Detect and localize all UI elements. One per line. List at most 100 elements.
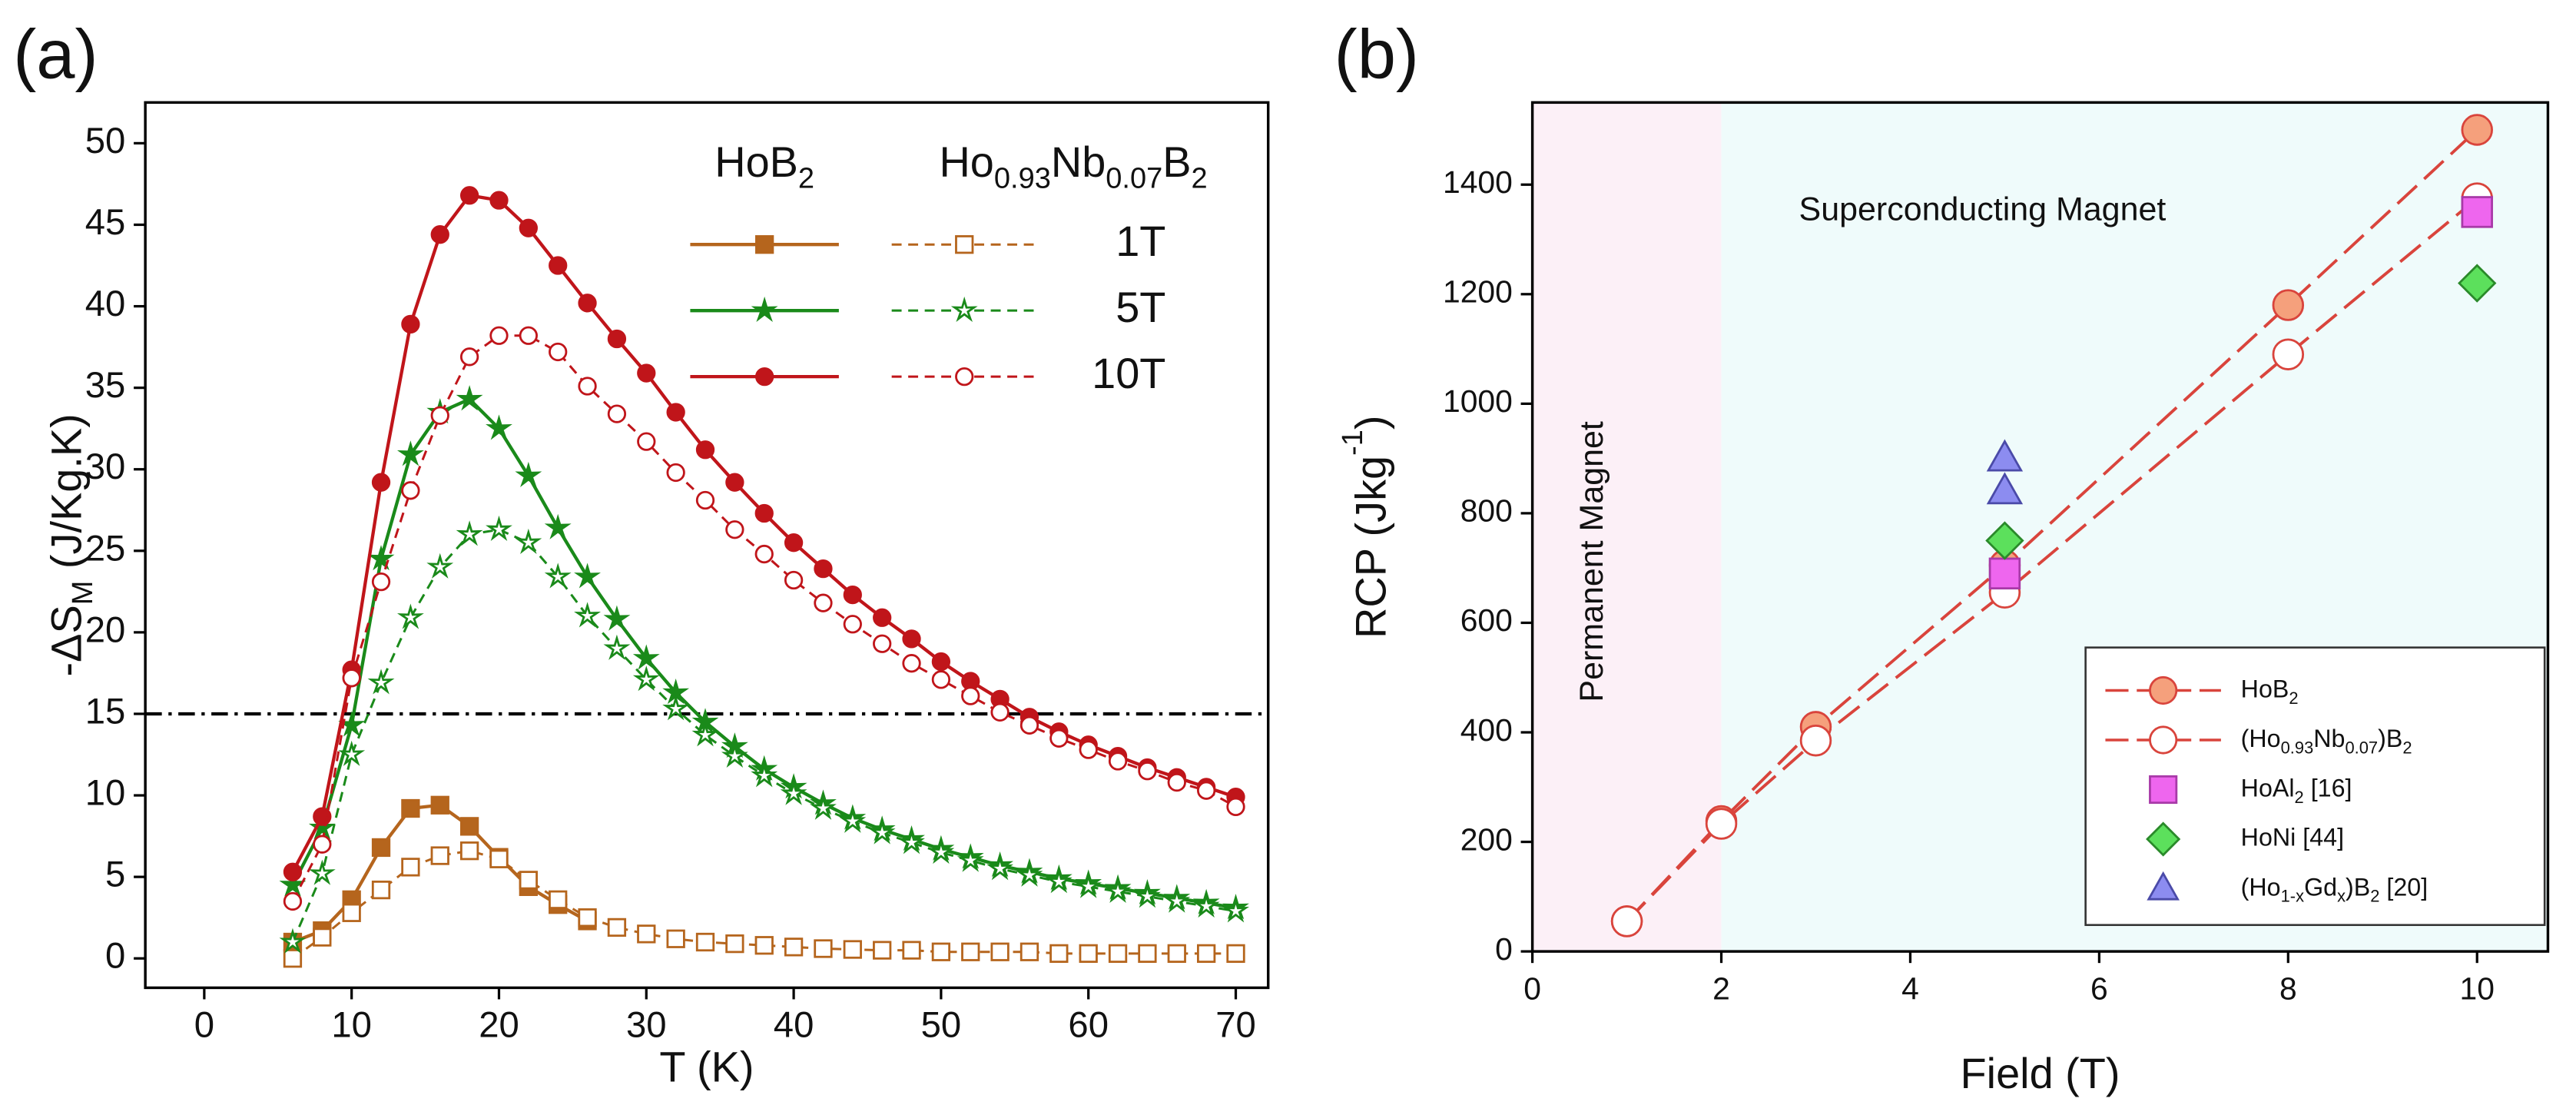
marker bbox=[371, 572, 391, 592]
x-tick-label: 6 bbox=[2090, 971, 2108, 1006]
marker bbox=[1049, 728, 1069, 748]
marker bbox=[961, 686, 980, 705]
marker bbox=[784, 937, 804, 957]
legend-label-part: x bbox=[2337, 887, 2346, 906]
x-tick-label: 50 bbox=[921, 1004, 962, 1045]
legend-label-part: )B bbox=[2378, 725, 2402, 752]
marker bbox=[931, 652, 951, 672]
marker bbox=[396, 603, 424, 629]
marker bbox=[2461, 196, 2493, 228]
marker bbox=[283, 891, 303, 911]
marker bbox=[367, 545, 395, 571]
y-tick-label: 25 bbox=[85, 528, 126, 569]
marker bbox=[1985, 521, 2024, 560]
legend-header-part: 0.93 bbox=[994, 163, 1051, 195]
marker bbox=[603, 605, 631, 631]
legend-header-part: 2 bbox=[1192, 163, 1208, 195]
marker bbox=[637, 924, 656, 944]
legend-label-part: (Ho bbox=[2241, 725, 2281, 752]
marker bbox=[695, 440, 715, 460]
marker bbox=[607, 918, 627, 937]
marker bbox=[489, 191, 509, 210]
y-tick-label: 1400 bbox=[1443, 164, 1513, 200]
y-tick-label: 400 bbox=[1460, 712, 1513, 748]
marker bbox=[342, 903, 361, 922]
marker bbox=[784, 533, 804, 553]
marker bbox=[754, 936, 774, 955]
marker bbox=[2458, 264, 2497, 303]
legend-header: HoB2 bbox=[714, 138, 814, 195]
legend-label-part: HoB bbox=[2241, 675, 2289, 702]
legend-label: (Ho0.93Nb0.07)B2 bbox=[2241, 725, 2412, 758]
legend-label-part: )B bbox=[2346, 873, 2370, 901]
y-tick-label: 5 bbox=[105, 855, 125, 895]
marker bbox=[1197, 781, 1216, 800]
marker bbox=[430, 846, 449, 865]
marker bbox=[1610, 905, 1643, 937]
marker bbox=[2149, 675, 2178, 705]
marker bbox=[666, 403, 685, 422]
marker bbox=[2272, 289, 2305, 321]
legend-label: 1T bbox=[1116, 217, 1165, 265]
marker bbox=[1226, 797, 1245, 817]
marker bbox=[637, 432, 656, 451]
marker bbox=[1167, 944, 1186, 963]
marker bbox=[784, 570, 804, 590]
marker bbox=[519, 326, 538, 345]
y-axis-label-part: -ΔS bbox=[41, 605, 90, 676]
marker bbox=[1222, 897, 1249, 923]
marker bbox=[1108, 944, 1128, 963]
marker bbox=[489, 326, 509, 345]
x-tick-label: 20 bbox=[479, 1004, 519, 1045]
marker bbox=[308, 859, 336, 885]
marker bbox=[574, 562, 601, 589]
marker bbox=[1104, 877, 1132, 904]
marker bbox=[950, 296, 978, 323]
legend-label: (Ho1-xGdx)B2 [20] bbox=[2241, 873, 2428, 906]
y-tick-label: 800 bbox=[1460, 493, 1513, 529]
marker bbox=[519, 871, 538, 890]
marker bbox=[1138, 762, 1157, 781]
marker bbox=[1163, 887, 1191, 913]
marker bbox=[283, 949, 303, 968]
marker bbox=[519, 218, 538, 237]
legend-header-part: Nb bbox=[1051, 138, 1106, 186]
marker bbox=[814, 593, 833, 612]
marker bbox=[1134, 882, 1161, 908]
x-tick-label: 4 bbox=[1901, 971, 1919, 1006]
marker bbox=[931, 942, 951, 961]
marker bbox=[401, 314, 420, 334]
legend-label-part: (Ho bbox=[2241, 873, 2281, 901]
legend-label-part: 0.93 bbox=[2281, 738, 2314, 757]
marker bbox=[1138, 944, 1157, 963]
marker bbox=[308, 814, 336, 840]
marker bbox=[637, 363, 656, 383]
marker bbox=[955, 367, 974, 387]
marker bbox=[489, 849, 509, 868]
marker bbox=[902, 654, 921, 673]
marker bbox=[430, 795, 449, 815]
y-axis-label: -ΔSM (J/Kg.K) bbox=[41, 413, 99, 676]
legend-label-part: 2 bbox=[2402, 738, 2412, 757]
legend-header-part: 2 bbox=[798, 163, 814, 195]
marker bbox=[725, 473, 744, 492]
marker bbox=[961, 942, 980, 961]
legend-label-part: Nb bbox=[2313, 725, 2345, 752]
marker bbox=[2146, 821, 2181, 857]
marker bbox=[931, 670, 951, 689]
marker bbox=[2461, 114, 2493, 146]
x-tick-label: 60 bbox=[1068, 1004, 1109, 1045]
legend-header-part: Ho bbox=[939, 138, 993, 186]
marker bbox=[990, 942, 1010, 961]
marker bbox=[843, 940, 862, 959]
y-axis-label-part: M bbox=[67, 581, 99, 606]
legend-label: HoB2 bbox=[2241, 675, 2299, 708]
marker bbox=[754, 544, 774, 564]
marker bbox=[666, 463, 685, 483]
marker bbox=[873, 608, 892, 627]
legend-header: Ho0.93Nb0.07B2 bbox=[939, 138, 1207, 195]
marker bbox=[459, 347, 479, 367]
marker bbox=[1226, 944, 1245, 963]
marker bbox=[814, 559, 833, 579]
series-line bbox=[291, 397, 1236, 910]
